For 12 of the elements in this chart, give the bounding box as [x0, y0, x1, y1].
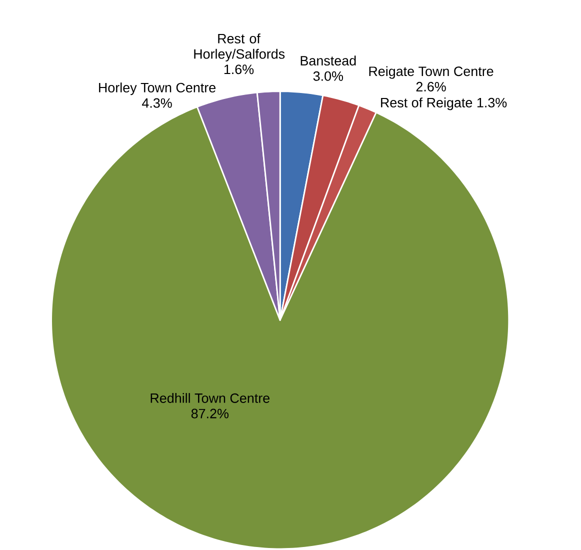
data-label: 1.3% [477, 98, 507, 108]
slice-label: Banstead [300, 56, 356, 66]
data-label: 3.0% [313, 72, 344, 82]
slice-label: Rest of Horley/Salfords [194, 34, 285, 62]
slice-label: Horley Town Centre [99, 82, 216, 96]
data-label: 87.2% [191, 408, 229, 418]
data-label: 2.6% [416, 82, 446, 92]
slice-label: Rest of Reigate [381, 98, 472, 110]
slice-label: Reigate Town Centre [369, 66, 494, 79]
data-label: 4.3% [142, 98, 172, 108]
slice-label: Redhill Town Centre [150, 393, 270, 404]
data-label: 1.6% [224, 64, 254, 74]
